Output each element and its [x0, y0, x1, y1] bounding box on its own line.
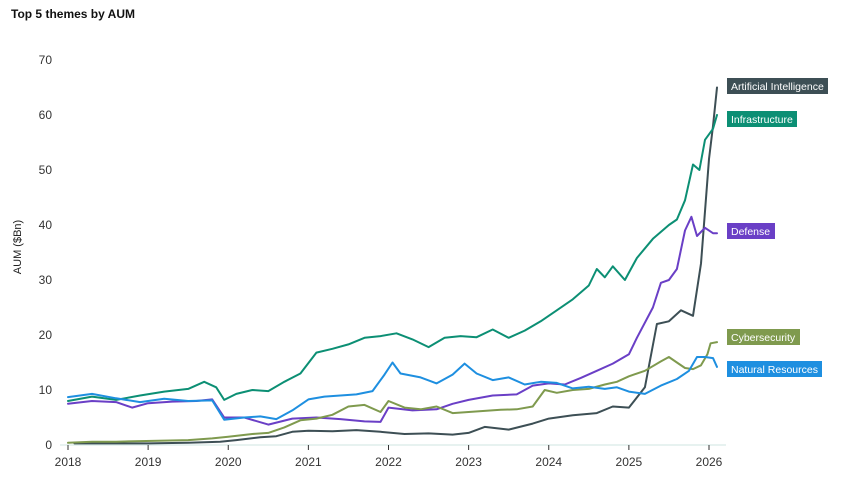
chart-title: Top 5 themes by AUM [11, 7, 136, 21]
series-label-box [727, 329, 800, 345]
series-label-text: Artificial Intelligence [731, 81, 824, 93]
series-label-box [727, 223, 775, 239]
x-tick-label: 2024 [535, 455, 562, 469]
series-label: Natural Resources [727, 361, 822, 377]
y-tick-label: 60 [39, 108, 53, 122]
x-tick-label: 2023 [455, 455, 482, 469]
series-label: Defense [727, 223, 775, 239]
x-tick-label: 2019 [135, 455, 162, 469]
y-axis-label: AUM ($Bn) [12, 220, 24, 274]
series-line [67, 114, 718, 402]
series-label: Infrastructure [727, 111, 797, 127]
series-label-box [727, 111, 797, 127]
series-label-text: Natural Resources [731, 364, 818, 376]
x-tick-label: 2020 [215, 455, 242, 469]
series-label-text: Cybersecurity [731, 332, 796, 344]
series-end-labels: Artificial Intelligence Infrastructure Def… [727, 78, 828, 377]
y-tick-label: 0 [45, 438, 52, 452]
y-tick-label: 30 [39, 273, 53, 287]
series-label-text: Infrastructure [731, 114, 793, 126]
series-label-box [727, 78, 828, 94]
y-tick-label: 50 [39, 163, 53, 177]
series-line [67, 341, 718, 444]
series-label: Cybersecurity [727, 329, 800, 345]
series-label-box [727, 361, 822, 377]
x-tick-label: 2025 [616, 455, 643, 469]
series-line [67, 356, 718, 421]
y-tick-label: 20 [39, 328, 53, 342]
y-tick-label: 40 [39, 218, 53, 232]
x-tick-label: 2026 [696, 455, 723, 469]
x-tick-label: 2018 [55, 455, 82, 469]
y-axis-ticks: 0 10 20 30 40 50 60 70 [39, 53, 53, 452]
series-lines [67, 86, 718, 445]
x-tick-label: 2022 [375, 455, 402, 469]
series-label-text: Defense [731, 226, 770, 238]
series-line [67, 215, 718, 426]
y-tick-label: 10 [39, 383, 53, 397]
x-tick-label: 2021 [295, 455, 322, 469]
series-line [73, 86, 718, 445]
y-tick-label: 70 [39, 53, 53, 67]
x-axis-ticks: 2018 2019 2020 2021 2022 2023 2024 2025 2026 [55, 445, 723, 469]
series-label: Artificial Intelligence [727, 78, 828, 94]
